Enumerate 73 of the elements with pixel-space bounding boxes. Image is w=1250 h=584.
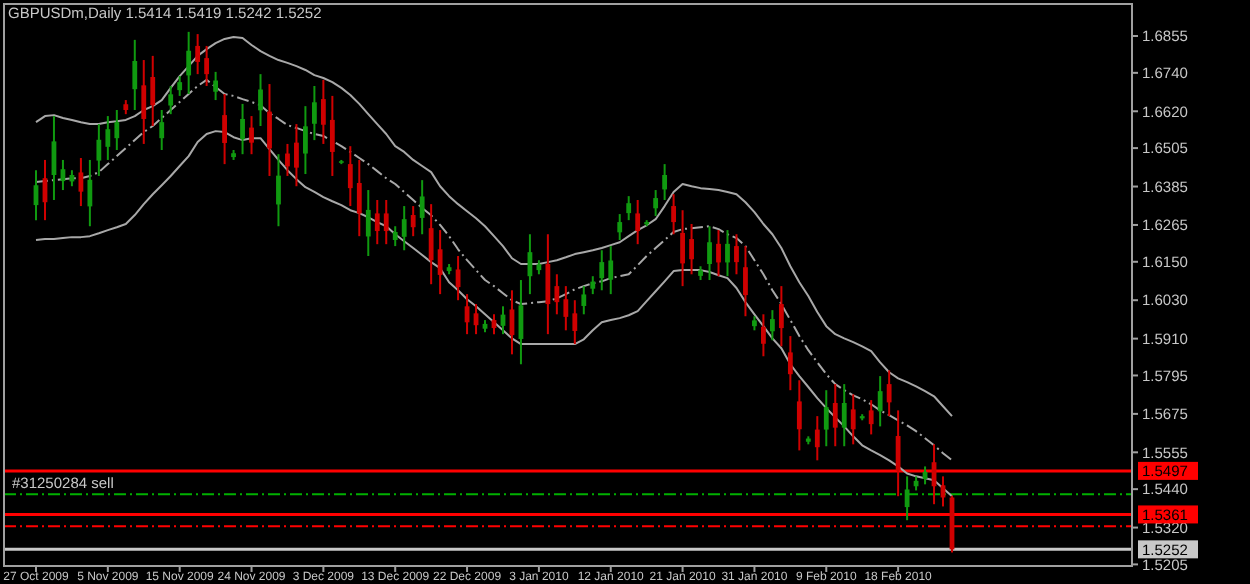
candlestick xyxy=(850,393,856,446)
candlestick xyxy=(141,59,147,145)
candlestick xyxy=(356,158,362,238)
candlestick xyxy=(186,30,192,95)
candlestick xyxy=(823,389,829,448)
candlestick xyxy=(347,145,353,208)
candlestick xyxy=(132,38,138,111)
candlestick xyxy=(276,153,281,228)
candlestick xyxy=(581,285,587,316)
candlestick xyxy=(662,163,668,201)
candlestick xyxy=(554,273,560,316)
candlestick xyxy=(877,375,883,428)
candlestick xyxy=(832,383,838,448)
candlestick xyxy=(653,189,659,217)
candlestick xyxy=(707,225,712,282)
candlestick xyxy=(599,249,605,292)
candlestick xyxy=(329,94,335,177)
candlestick xyxy=(285,142,290,177)
candlestick xyxy=(895,409,901,498)
candlestick xyxy=(545,233,551,336)
candlestick xyxy=(769,309,775,342)
candlestick xyxy=(635,198,641,246)
candlestick xyxy=(419,179,425,236)
candlestick xyxy=(114,109,120,152)
line-series xyxy=(35,35,953,418)
candlestick xyxy=(563,285,569,332)
candlestick xyxy=(868,399,874,436)
candlestick xyxy=(787,335,793,392)
candlestick xyxy=(249,115,254,156)
candlestick xyxy=(303,105,308,176)
candlestick xyxy=(204,44,210,87)
candlestick xyxy=(267,83,272,177)
candlestick xyxy=(572,299,578,346)
candlestick xyxy=(608,245,614,296)
candlestick xyxy=(258,73,263,128)
candlestick xyxy=(96,123,102,177)
candlestick xyxy=(761,313,766,358)
candlestick xyxy=(401,205,407,252)
candlestick xyxy=(374,198,380,246)
candlestick xyxy=(213,70,219,102)
candlestick xyxy=(841,383,847,448)
candlestick xyxy=(195,33,201,76)
candlestick xyxy=(716,229,721,278)
candlestick xyxy=(689,223,694,276)
candlestick xyxy=(437,229,443,296)
candlestick xyxy=(383,198,389,246)
candlestick xyxy=(150,54,156,128)
candlestick xyxy=(105,115,111,161)
candlestick xyxy=(814,415,820,462)
candlestick xyxy=(617,213,623,242)
candlestick xyxy=(365,189,371,258)
candlestick xyxy=(240,102,245,156)
candlestick xyxy=(168,84,174,116)
candlestick xyxy=(311,84,317,142)
candlestick xyxy=(410,205,416,238)
candlestick xyxy=(778,285,784,348)
candlestick xyxy=(671,193,677,236)
candlestick xyxy=(680,209,685,288)
candlestick xyxy=(177,75,183,97)
candlestick xyxy=(294,123,299,188)
candlestick xyxy=(87,158,93,228)
candlestick xyxy=(159,109,165,152)
candlestick xyxy=(392,225,398,248)
line-series xyxy=(35,78,953,462)
candlestick xyxy=(796,379,802,452)
candlestick xyxy=(734,233,739,276)
candlestick xyxy=(743,245,748,318)
candlestick xyxy=(725,229,730,278)
candlestick xyxy=(626,195,632,222)
candlestick xyxy=(428,203,434,286)
candlestick xyxy=(222,92,227,166)
candlestick xyxy=(320,78,326,145)
candlestick xyxy=(886,369,892,418)
